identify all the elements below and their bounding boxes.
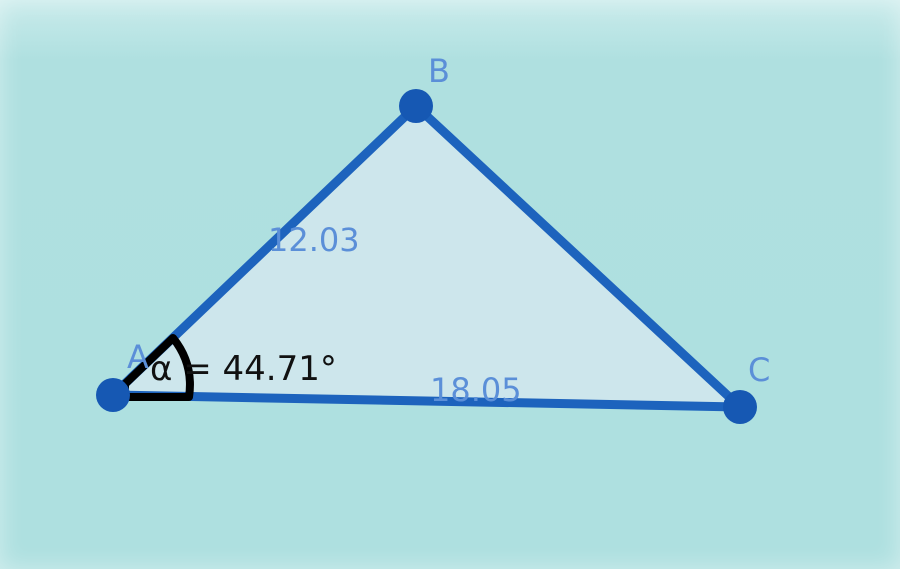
segment-ab-length-label: 12.03 xyxy=(268,221,360,259)
point-b-label: B xyxy=(428,52,450,90)
angle-alpha-label: α = 44.71° xyxy=(150,349,337,389)
point-c[interactable] xyxy=(723,390,757,424)
point-b[interactable] xyxy=(399,89,433,123)
point-a[interactable] xyxy=(96,378,130,412)
point-a-label: A xyxy=(127,338,149,376)
segment-ac-length-label: 18.05 xyxy=(430,371,522,409)
point-c-label: C xyxy=(748,351,770,389)
